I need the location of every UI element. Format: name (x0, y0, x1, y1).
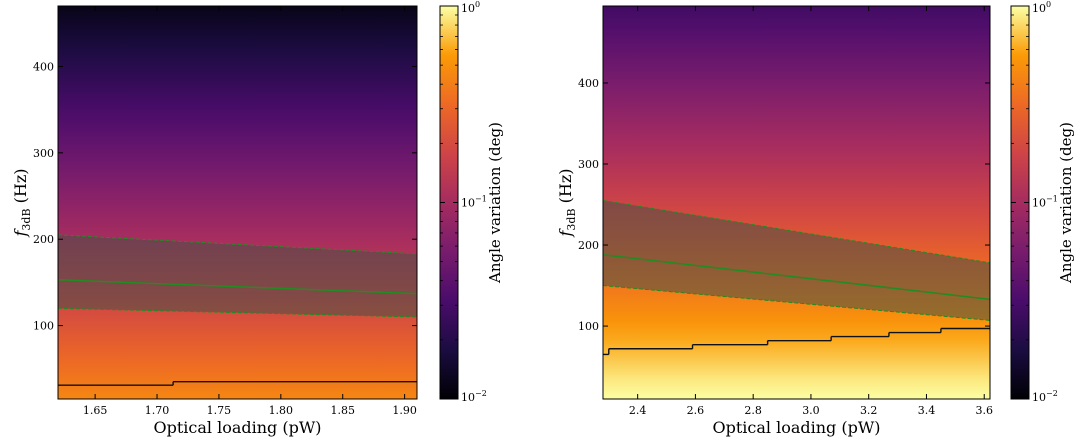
y-tick-label: 100 (578, 320, 599, 333)
y-axis-label-unit: (Hz) (556, 169, 575, 209)
colorbar-tick-label: 10−2 (1032, 389, 1058, 404)
y-axis-label-subscript: 3dB (565, 208, 578, 230)
x-axis-label: Optical loading (pW) (153, 418, 321, 437)
colorbar-tick-base: 10 (1032, 391, 1046, 404)
colorbar-tick-label: 100 (461, 0, 480, 15)
x-tick-label: 2.8 (744, 404, 762, 417)
x-tick-label: 2.6 (687, 404, 705, 417)
y-axis-label-unit: (Hz) (11, 169, 30, 209)
plot-frame (602, 5, 991, 400)
colorbar-label: Angle variation (deg) (1057, 122, 1075, 284)
heatmap-area (58, 6, 417, 399)
y-tick-label: 400 (578, 77, 599, 90)
x-axis: 1.65 1.70 1.75 1.80 1.85 1.90 Optical loading … (83, 6, 417, 437)
colorbar-tick-base: 10 (461, 197, 475, 210)
x-tick-label: 1.70 (145, 404, 170, 417)
right-chart-panel: 2.4 2.6 2.8 3.0 3.2 3.4 3.6 Optical loading (pW… (556, 0, 1075, 437)
x-axis: 2.4 2.6 2.8 3.0 3.2 3.4 3.6 Optical loading (pW… (629, 6, 993, 437)
colorbar-tick-exponent: −2 (1046, 389, 1058, 398)
x-tick-label: 1.75 (207, 404, 232, 417)
x-axis-label: Optical loading (pW) (712, 418, 880, 437)
y-axis-label-subscript: 3dB (20, 208, 33, 230)
contour-steps (603, 327, 990, 356)
colorbar-label: Angle variation (deg) (486, 122, 504, 284)
x-tick-label: 1.85 (330, 404, 355, 417)
heatmap-area (603, 6, 990, 399)
uncertainty-band (58, 234, 417, 317)
central-fit-line (57, 279, 418, 295)
band-upper-line (602, 199, 991, 264)
x-tick-label: 3.6 (975, 404, 993, 417)
x-tick-label: 3.2 (860, 404, 878, 417)
colorbar-tick-label: 10−1 (1032, 195, 1058, 210)
x-tick-label: 3.0 (802, 404, 820, 417)
colorbar-tick-base: 10 (461, 2, 475, 15)
colorbar-tick-label: 10−1 (461, 195, 487, 210)
x-tick-label: 3.4 (918, 404, 936, 417)
plot-frame (57, 5, 418, 400)
colorbar-tick-base: 10 (1032, 197, 1046, 210)
y-tick-label: 100 (33, 320, 54, 333)
x-tick-label: 1.65 (83, 404, 108, 417)
colorbar-tick-exponent: −2 (475, 389, 487, 398)
colorbar-tick-base: 10 (461, 391, 475, 404)
y-axis: 100 200 300 400 f3dB (Hz) (11, 60, 417, 333)
band-lower-line (602, 285, 991, 321)
colorbar-tick-label: 10−2 (461, 389, 487, 404)
y-tick-label: 400 (33, 60, 54, 73)
y-axis-label: f3dB (Hz) (556, 169, 578, 238)
x-tick-label: 2.4 (629, 404, 647, 417)
y-tick-label: 200 (33, 233, 54, 246)
y-axis-label: f3dB (Hz) (11, 169, 33, 238)
y-tick-label: 300 (33, 147, 54, 160)
colorbar-tick-exponent: −1 (1046, 195, 1058, 204)
x-tick-label: 1.90 (392, 404, 417, 417)
left-chart-panel: 1.65 1.70 1.75 1.80 1.85 1.90 Optical loading … (11, 0, 504, 437)
y-axis-label-symbol: f (11, 228, 30, 238)
colorbar-tick-exponent: 0 (475, 0, 480, 9)
y-tick-label: 200 (578, 239, 599, 252)
x-tick-label: 1.80 (269, 404, 294, 417)
y-tick-label: 300 (578, 158, 599, 171)
colorbar-tick-label: 100 (1032, 0, 1051, 15)
central-fit-line (602, 254, 991, 301)
y-axis: 100 200 300 400 f3dB (Hz) (556, 77, 990, 333)
colorbar-tick-base: 10 (1032, 2, 1046, 15)
colorbar-tick-exponent: 0 (1046, 0, 1051, 9)
y-axis-label-symbol: f (556, 228, 575, 238)
colorbar-tick-exponent: −1 (475, 195, 487, 204)
uncertainty-band (603, 200, 990, 321)
contour-steps (58, 381, 417, 386)
